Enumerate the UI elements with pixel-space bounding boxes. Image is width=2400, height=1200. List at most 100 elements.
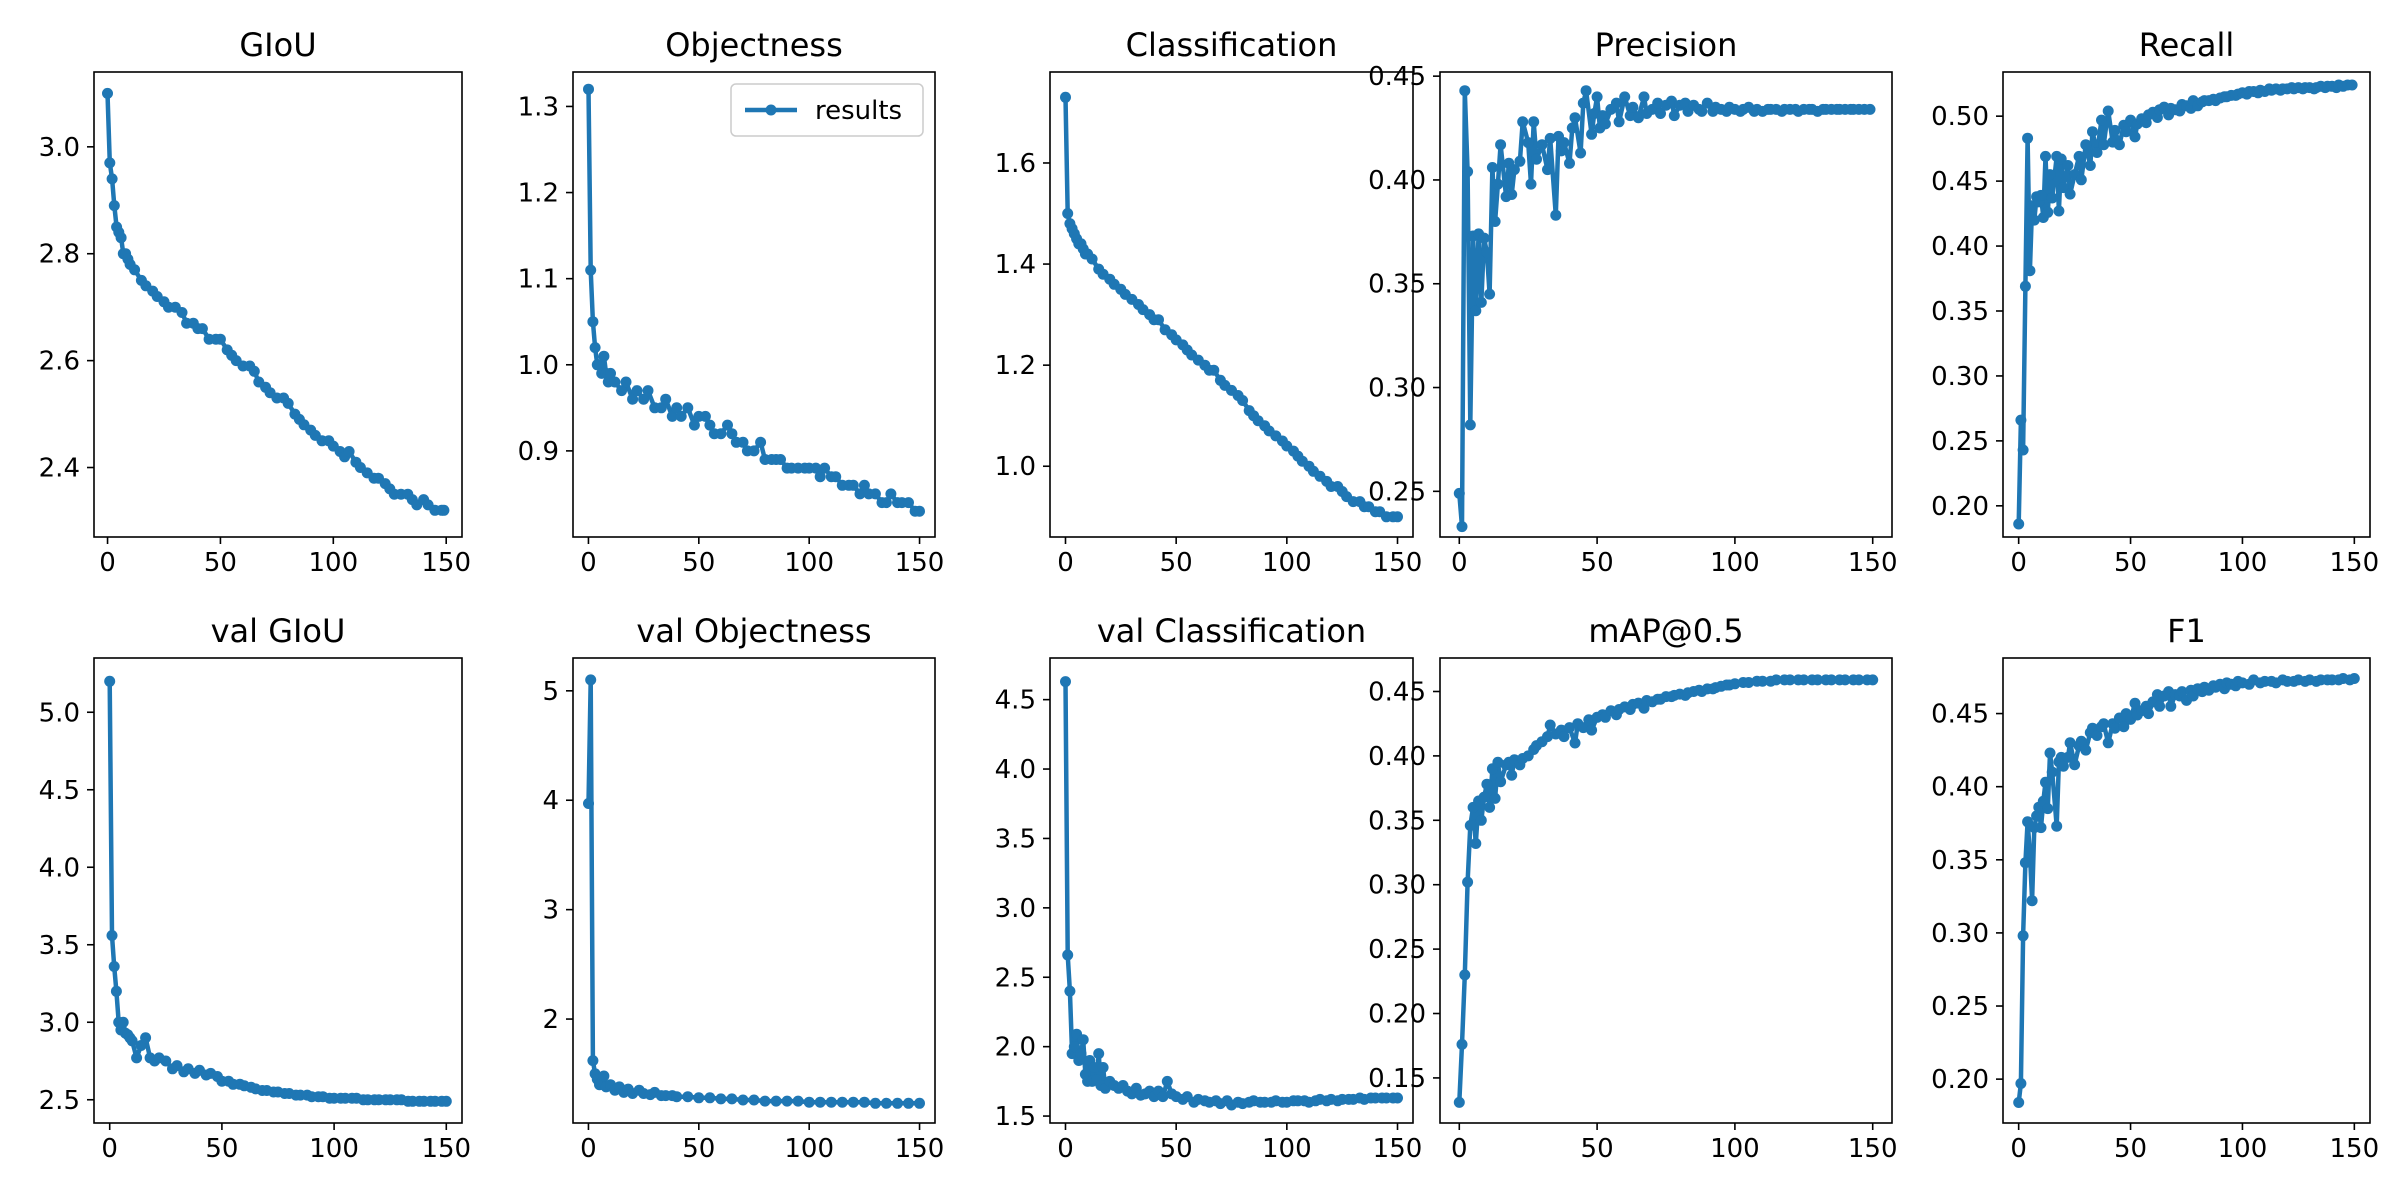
data-point (1456, 521, 1468, 533)
data-point (1478, 232, 1490, 244)
y-tick-label: 1.0 (995, 452, 1036, 482)
data-point (1853, 674, 1865, 686)
x-tick-label: 0 (1451, 548, 1468, 578)
data-point (1812, 674, 1824, 686)
data-point (638, 393, 650, 405)
data-point (2118, 721, 2130, 733)
data-point (2069, 759, 2081, 771)
data-point (1550, 209, 1562, 221)
x-tick-label: 100 (309, 1134, 359, 1164)
data-point (715, 428, 727, 440)
y-tick-label: 0.25 (1931, 992, 1989, 1022)
data-point (748, 1094, 760, 1106)
y-tick-label: 0.45 (1931, 167, 1989, 197)
data-point (737, 436, 749, 448)
x-tick-label: 100 (1262, 548, 1312, 578)
data-point (1392, 511, 1403, 523)
data-point (2026, 895, 2038, 907)
data-point (1093, 1048, 1105, 1060)
y-tick-label: 5 (542, 677, 559, 707)
data-point (825, 1096, 837, 1108)
data-point (1558, 731, 1570, 743)
data-point (1475, 296, 1487, 308)
data-point (2040, 150, 2051, 162)
data-point (2015, 414, 2027, 426)
data-point (1161, 1075, 1173, 1087)
data-point (1743, 677, 1755, 688)
data-point (108, 200, 120, 212)
data-point (2051, 820, 2063, 832)
axes-frame (1439, 657, 1893, 1124)
data-point (2080, 744, 2092, 756)
x-tick-label: 150 (421, 548, 471, 578)
y-tick-label: 4.5 (995, 686, 1036, 716)
panel-title: Classification (1126, 26, 1338, 64)
data-point (1569, 112, 1581, 124)
y-tick-label: 0.30 (1931, 362, 1989, 392)
data-point (1495, 139, 1507, 151)
y-tick-label: 0.25 (1368, 935, 1426, 965)
data-point (2042, 803, 2054, 815)
panel-objectness: Objectness 0 50 100 150 0.9 1.0 1.1 1.2 1.3 result… (518, 26, 945, 578)
y-tick-label: 1.6 (995, 149, 1036, 179)
panel-title: F1 (2167, 612, 2206, 650)
data-point (104, 675, 116, 687)
axes-frame (93, 657, 463, 1124)
data-point (1506, 189, 1518, 200)
data-point (2015, 1078, 2027, 1089)
y-tick-label: 4.0 (39, 853, 80, 883)
data-point (1453, 487, 1465, 499)
data-point (2348, 673, 2360, 684)
data-point (869, 1097, 881, 1109)
data-point (880, 1097, 892, 1109)
data-point (1610, 97, 1622, 109)
y-tick-label: 0.50 (1931, 102, 1989, 132)
x-tick-label: 0 (580, 548, 597, 578)
y-tick-label: 0.20 (1931, 492, 1989, 522)
x-tick-label: 0 (1057, 548, 1074, 578)
data-point (2109, 124, 2121, 136)
data-point (1475, 814, 1487, 826)
data-point (1652, 97, 1664, 109)
y-tick-label: 0.20 (1368, 1000, 1426, 1030)
y-tick-label: 0.40 (1931, 773, 1989, 803)
data-point (1486, 162, 1498, 173)
data-point (1062, 208, 1074, 219)
x-tick-label: 150 (1848, 548, 1898, 578)
y-tick-label: 0.35 (1931, 846, 1989, 876)
data-point (589, 342, 601, 354)
data-point (2129, 131, 2141, 143)
y-tick-label: 0.25 (1368, 477, 1426, 507)
data-point (2143, 708, 2154, 720)
data-point (214, 333, 226, 345)
data-point (704, 419, 716, 431)
data-point (1470, 838, 1482, 849)
y-tick-label: 0.40 (1931, 232, 1989, 262)
data-point (858, 479, 870, 491)
data-point (903, 1097, 914, 1109)
data-point (682, 1091, 694, 1103)
data-point (1208, 364, 1220, 376)
data-point (830, 471, 842, 483)
axes-frame (572, 657, 936, 1124)
data-point (847, 1096, 859, 1108)
data-point (1638, 91, 1650, 103)
data-point (1068, 1041, 1080, 1053)
data-point (1464, 419, 1476, 431)
data-point (2102, 105, 2114, 117)
x-tick-label: 100 (784, 548, 834, 578)
panel-giou: GIoU 0 50 100 150 2.4 2.6 2.8 3.0 (39, 26, 471, 578)
data-point (2062, 751, 2074, 763)
panel-map-0-5: mAP@0.5 0 50 100 150 0.15 0.20 0.25 0.30 0.35 0.40… (1368, 612, 1897, 1164)
y-tick-label: 4.5 (39, 776, 80, 806)
data-point (438, 504, 450, 516)
data-point (1613, 116, 1625, 128)
x-tick-label: 0 (99, 548, 116, 578)
data-point (585, 264, 597, 276)
y-tick-label: 1.2 (995, 351, 1036, 381)
data-point (1655, 108, 1666, 119)
x-tick-label: 0 (2010, 548, 2027, 578)
data-point (1729, 678, 1741, 690)
data-point (2019, 280, 2031, 292)
